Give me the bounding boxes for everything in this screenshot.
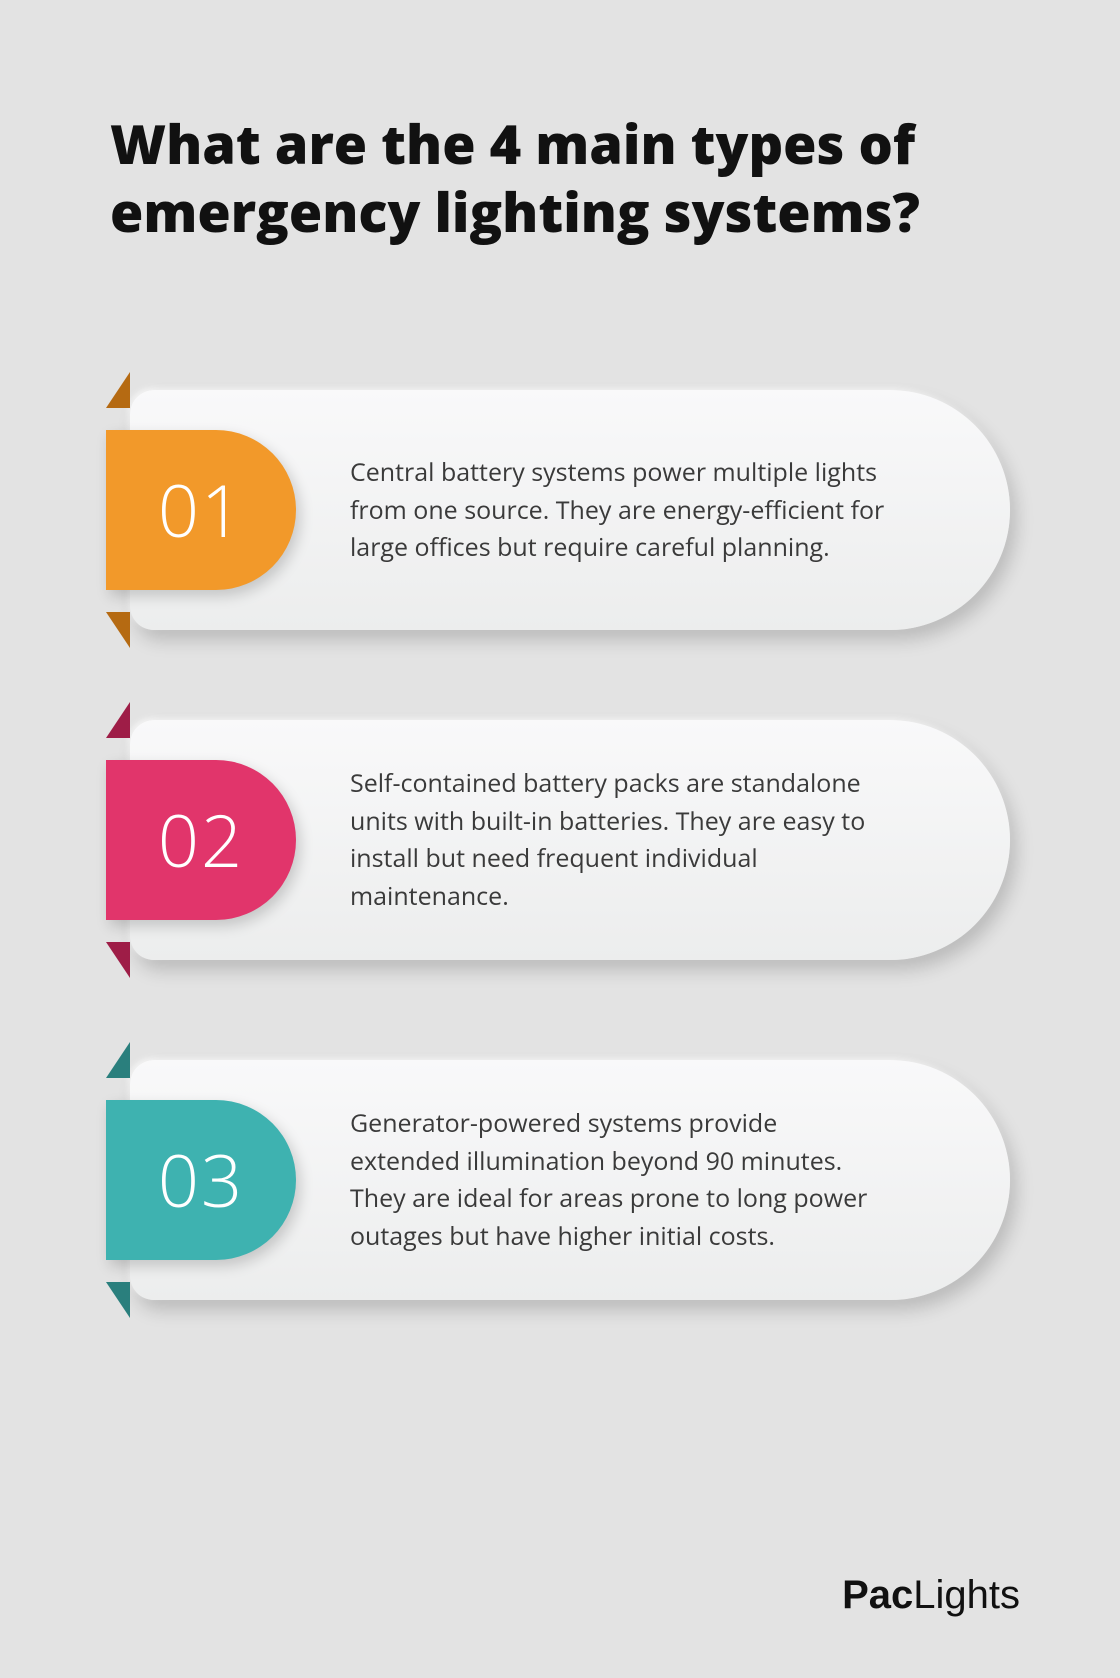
ribbon-fold-bottom	[106, 942, 130, 978]
number-label: 03	[158, 1131, 244, 1229]
ribbon-fold-top	[106, 702, 130, 738]
ribbon-fold-top	[106, 1042, 130, 1078]
list-item: 01 Central battery systems power multiple…	[130, 390, 1010, 630]
page-title: What are the 4 main types of emergency l…	[110, 110, 1010, 245]
number-badge: 02	[106, 760, 296, 920]
number-badge: 03	[106, 1100, 296, 1260]
item-description: Central battery systems power multiple l…	[350, 454, 890, 567]
item-description: Generator-powered systems provide extend…	[350, 1105, 890, 1255]
brand-logo: PacLights	[842, 1573, 1020, 1618]
ribbon-fold-top	[106, 372, 130, 408]
item-description: Self-contained battery packs are standal…	[350, 765, 890, 915]
ribbon-fold-bottom	[106, 612, 130, 648]
brand-suffix: Lights	[913, 1573, 1020, 1617]
list-item: 02 Self-contained battery packs are stand…	[130, 720, 1010, 960]
brand-prefix: Pac	[842, 1573, 913, 1617]
ribbon-fold-bottom	[106, 1282, 130, 1318]
number-badge: 01	[106, 430, 296, 590]
number-label: 02	[158, 791, 244, 889]
number-label: 01	[158, 461, 244, 559]
list-item: 03 Generator-powered systems provide exte…	[130, 1060, 1010, 1300]
